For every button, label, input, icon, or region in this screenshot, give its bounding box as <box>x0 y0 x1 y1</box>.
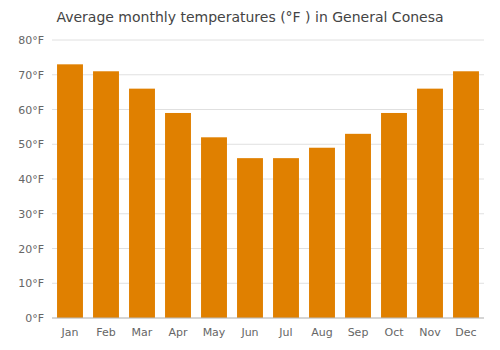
chart-container: Average monthly temperatures (°F ) in Ge… <box>0 0 500 350</box>
y-tick-label: 60°F <box>18 104 44 117</box>
bar <box>417 89 443 318</box>
bar <box>309 148 335 318</box>
x-tick-label: Jun <box>240 326 258 339</box>
grid <box>52 40 484 318</box>
bar <box>273 158 299 318</box>
x-tick-label: Oct <box>384 326 404 339</box>
page: {"chart_data": {"type": "bar", "title": … <box>0 0 500 350</box>
y-axis: 0°F 10°F 20°F 30°F 40°F 50°F 60°F 70°F 80°F <box>18 34 44 325</box>
x-tick-label: Dec <box>455 326 476 339</box>
x-tick-label: Feb <box>96 326 115 339</box>
bar <box>237 158 263 318</box>
y-tick-label: 20°F <box>18 243 44 256</box>
x-tick-label: May <box>203 326 226 339</box>
y-tick-label: 50°F <box>18 138 44 151</box>
x-axis-line <box>52 318 484 319</box>
grid-line <box>52 40 484 41</box>
bar <box>129 89 155 318</box>
grid-line <box>52 318 484 319</box>
bar <box>93 71 119 318</box>
chart-svg: Average monthly temperatures (°F ) in Ge… <box>0 0 500 350</box>
title: Average monthly temperatures (°F ) in Ge… <box>56 9 443 25</box>
bar <box>381 113 407 318</box>
x-tick-label: Apr <box>168 326 188 339</box>
bar <box>201 137 227 318</box>
x-tick-label: Mar <box>132 326 153 339</box>
y-tick-label: 10°F <box>18 277 44 290</box>
y-tick-label: 30°F <box>18 208 44 221</box>
x-axis: Jan Feb Mar Apr May Jun Jul Aug Sep Oct Nov Dec <box>61 326 477 339</box>
y-tick-label: 80°F <box>18 34 44 47</box>
x-tick-label: Sep <box>348 326 369 339</box>
x-tick-label: Nov <box>419 326 441 339</box>
bar <box>165 113 191 318</box>
y-tick-label: 40°F <box>18 173 44 186</box>
x-tick-label: Jan <box>61 326 79 339</box>
bars <box>57 64 479 318</box>
bar <box>57 64 83 318</box>
bar <box>453 71 479 318</box>
y-tick-label: 70°F <box>18 69 44 82</box>
bar <box>345 134 371 318</box>
x-tick-label: Aug <box>311 326 332 339</box>
y-tick-label: 0°F <box>25 312 44 325</box>
x-tick-label: Jul <box>278 326 292 339</box>
